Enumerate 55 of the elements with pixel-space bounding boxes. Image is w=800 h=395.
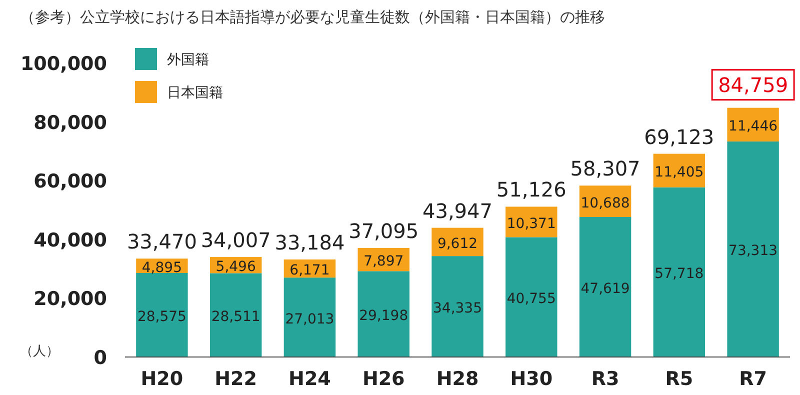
total-label: 43,947 [422,198,492,223]
data-label: 57,718 [654,266,704,282]
x-tick-label: H30 [510,368,553,390]
data-label: 40,755 [506,291,556,308]
data-label: 28,511 [211,309,260,326]
data-label: 4,895 [142,260,182,276]
y-tick-label: 40,000 [34,229,107,252]
legend-label: 外国籍 [167,52,209,68]
chart-title: （参考）公立学校における日本語指導が必要な児童生徒数（外国籍・日本国籍）の推移 [20,8,605,26]
legend-label: 日本国籍 [167,85,223,101]
bar [432,256,484,357]
y-tick-label: 60,000 [34,170,107,193]
bar [506,237,558,357]
bar [136,272,188,357]
data-label: 9,612 [437,236,478,252]
total-label: 33,470 [126,230,197,254]
y-tick-label: 0 [94,347,107,369]
x-tick-label: H22 [214,368,258,390]
x-tick-label: R5 [665,368,694,390]
x-tick-label: H26 [362,368,405,390]
data-label: 47,619 [580,281,630,297]
bar [210,273,262,357]
total-label: 37,095 [348,218,419,243]
data-label: 29,198 [359,308,408,324]
x-tick-label: R3 [591,368,620,390]
data-label: 11,405 [654,164,704,181]
x-tick-label: H24 [288,368,331,390]
data-label: 10,688 [580,195,630,212]
data-label: 7,897 [364,254,404,270]
data-label: 28,575 [137,308,186,325]
data-label: 73,313 [728,243,778,260]
x-tick-label: H20 [140,368,184,390]
data-label: 34,335 [433,300,482,317]
data-label: 10,371 [506,216,556,232]
total-label: 84,759 [718,72,788,97]
total-label: 34,007 [200,228,271,252]
data-label: 6,171 [290,262,330,279]
y-axis-title: （人） [20,344,59,359]
x-tick-label: H28 [436,368,479,390]
bar [579,217,632,357]
bar [358,271,410,357]
data-label: 11,446 [728,118,778,135]
x-tick-label: R7 [739,368,767,390]
total-label: 51,126 [496,178,566,202]
total-label: 69,123 [644,124,714,149]
data-label: 27,013 [285,311,334,328]
total-label: 58,307 [570,156,640,181]
bar [653,187,706,357]
y-tick-label: 100,000 [20,53,107,75]
total-label: 33,184 [274,230,345,254]
y-tick-label: 80,000 [34,112,107,134]
bar [727,141,779,357]
bar [284,278,336,357]
data-label: 5,496 [216,259,256,276]
y-tick-label: 20,000 [34,288,107,310]
